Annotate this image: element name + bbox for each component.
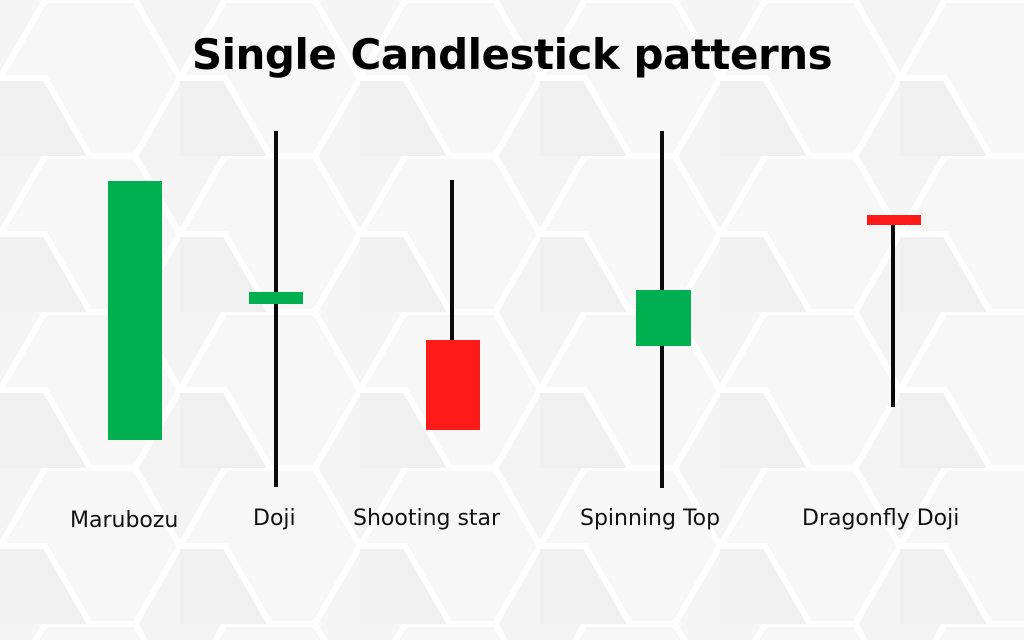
dragonfly-doji-body (867, 215, 921, 225)
dragonfly-doji-label: Dragonfly Doji (802, 506, 960, 531)
doji-label: Doji (253, 506, 296, 531)
doji-body (249, 292, 303, 304)
shooting-star-label: Shooting star (353, 506, 501, 531)
doji-wick (274, 131, 278, 487)
marubozu-label: Marubozu (70, 508, 179, 533)
shooting-star-wick (450, 180, 454, 342)
dragonfly-doji-wick (891, 220, 895, 407)
marubozu-body (108, 181, 162, 440)
spinning-top-label: Spinning Top (580, 506, 721, 531)
spinning-top-body (636, 290, 691, 346)
page-title: Single Candlestick patterns (191, 30, 833, 79)
shooting-star-body (426, 340, 480, 430)
